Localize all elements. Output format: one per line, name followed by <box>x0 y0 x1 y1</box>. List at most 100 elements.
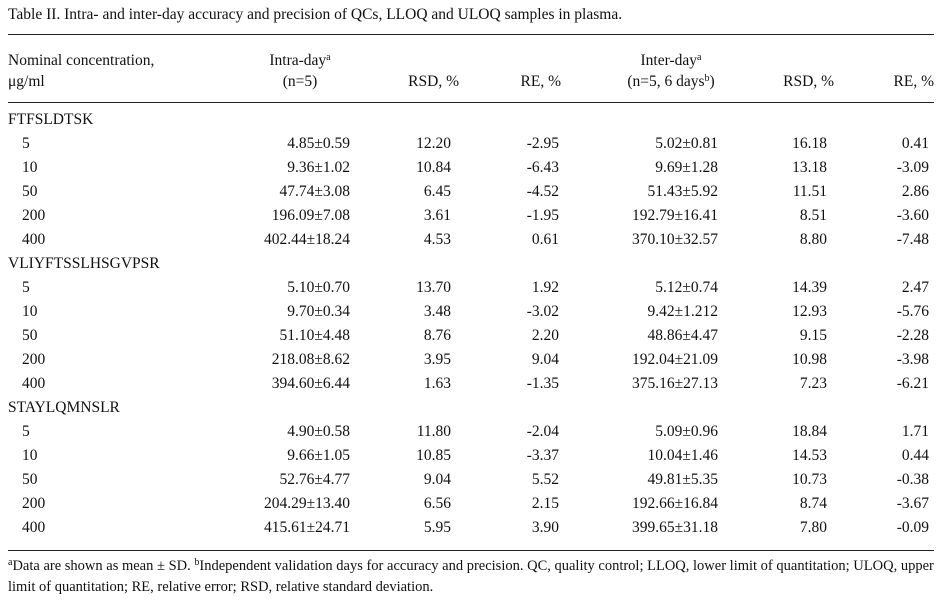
header-intra-line1: Intra-daya <box>269 52 331 69</box>
inter-rsd-cell: 14.53 <box>792 447 827 464</box>
table-row: 400 415.61±24.71 5.95 3.90 399.65±31.18 7.80 -… <box>0 516 940 540</box>
intra-rsd-cell: 13.70 <box>416 279 451 296</box>
nominal-cell: 400 <box>22 375 46 392</box>
inter-re-cell: -0.38 <box>896 471 929 488</box>
inter-re-cell: 2.86 <box>901 183 929 200</box>
intra-mean-cell: 4.85±0.59 <box>287 135 350 152</box>
inter-re-cell: -7.48 <box>896 231 929 248</box>
table-caption: Table II. Intra- and inter-day accuracy … <box>8 6 623 23</box>
inter-mean-cell: 192.04±21.09 <box>631 351 718 368</box>
intra-mean-cell: 394.60±6.44 <box>271 375 350 392</box>
intra-rsd-cell: 3.95 <box>423 351 451 368</box>
nominal-cell: 5 <box>22 279 30 296</box>
inter-re-cell: -3.09 <box>896 159 929 176</box>
intra-re-cell: -1.95 <box>526 207 559 224</box>
intra-mean-cell: 9.66±1.05 <box>287 447 350 464</box>
intra-re-cell: 3.90 <box>531 519 559 536</box>
table-row: 50 51.10±4.48 8.76 2.20 48.86±4.47 9.15 -2.28 <box>0 324 940 348</box>
intra-rsd-cell: 6.45 <box>423 183 451 200</box>
header-rsd-inter: RSD, % <box>783 73 834 90</box>
table-row: 50 47.74±3.08 6.45 -4.52 51.43±5.92 11.51 2.86 <box>0 180 940 204</box>
intra-re-cell: 1.92 <box>531 279 559 296</box>
inter-mean-cell: 5.02±0.81 <box>655 135 718 152</box>
group-row: FTFSLDTSK <box>0 108 940 132</box>
intra-rsd-cell: 12.20 <box>416 135 451 152</box>
intra-re-cell: -6.43 <box>526 159 559 176</box>
intra-mean-cell: 218.08±8.62 <box>271 351 350 368</box>
table-row: 200 196.09±7.08 3.61 -1.95 192.79±16.41 8.51 -… <box>0 204 940 228</box>
intra-mean-cell: 51.10±4.48 <box>279 327 350 344</box>
table-body: FTFSLDTSK 5 4.85±0.59 12.20 -2.95 5.02±0.81 1… <box>0 108 940 540</box>
intra-re-cell: -2.04 <box>526 423 559 440</box>
intra-re-cell: 9.04 <box>531 351 559 368</box>
inter-rsd-cell: 8.80 <box>799 231 827 248</box>
inter-rsd-cell: 13.18 <box>792 159 827 176</box>
header-inter-line1: Inter-daya <box>640 52 702 69</box>
nominal-cell: 400 <box>22 519 46 536</box>
intra-re-cell: 5.52 <box>531 471 559 488</box>
intra-mean-cell: 9.36±1.02 <box>287 159 350 176</box>
group-label: STAYLQMNSLR <box>8 399 120 416</box>
nominal-cell: 10 <box>22 159 38 176</box>
header-intra-day: Intra-daya (n=5) <box>246 50 354 92</box>
header-re-inter: RE, % <box>893 73 934 90</box>
table-row: 5 4.90±0.58 11.80 -2.04 5.09±0.96 18.84 1.71 <box>0 420 940 444</box>
table-row: 200 218.08±8.62 3.95 9.04 192.04±21.09 10.98 -… <box>0 348 940 372</box>
header-intra-line2: (n=5) <box>282 73 318 90</box>
header-nominal-line2: μg/ml <box>8 73 45 90</box>
nominal-cell: 10 <box>22 447 38 464</box>
header-inter-day: Inter-daya (n=5, 6 daysb) <box>610 50 732 92</box>
intra-re-cell: 2.15 <box>531 495 559 512</box>
nominal-cell: 200 <box>22 495 46 512</box>
table-row: 200 204.29±13.40 6.56 2.15 192.66±16.84 8.74 -… <box>0 492 940 516</box>
inter-rsd-cell: 7.23 <box>799 375 827 392</box>
header-nominal: Nominal concentration, μg/ml <box>8 50 154 92</box>
inter-re-cell: 2.47 <box>901 279 929 296</box>
nominal-cell: 50 <box>22 471 38 488</box>
table-row: 10 9.66±1.05 10.85 -3.37 10.04±1.46 14.53 0.44 <box>0 444 940 468</box>
inter-mean-cell: 9.69±1.28 <box>655 159 718 176</box>
inter-mean-cell: 49.81±5.35 <box>647 471 718 488</box>
intra-rsd-cell: 10.84 <box>416 159 451 176</box>
inter-re-cell: -0.09 <box>896 519 929 536</box>
header-rule <box>8 102 934 103</box>
table-row: 50 52.76±4.77 9.04 5.52 49.81±5.35 10.73 -0.38 <box>0 468 940 492</box>
inter-mean-cell: 48.86±4.47 <box>647 327 718 344</box>
inter-mean-cell: 192.79±16.41 <box>631 207 718 224</box>
inter-mean-cell: 5.09±0.96 <box>655 423 718 440</box>
inter-mean-cell: 370.10±32.57 <box>631 231 718 248</box>
nominal-cell: 5 <box>22 423 30 440</box>
intra-re-cell: -3.37 <box>526 447 559 464</box>
inter-re-cell: 0.41 <box>901 135 929 152</box>
footnote-a-mark: a <box>8 557 13 568</box>
group-row: STAYLQMNSLR <box>0 396 940 420</box>
inter-mean-cell: 192.66±16.84 <box>631 495 718 512</box>
intra-mean-cell: 196.09±7.08 <box>271 207 350 224</box>
intra-mean-cell: 5.10±0.70 <box>287 279 350 296</box>
inter-rsd-cell: 12.93 <box>792 303 827 320</box>
table-row: 5 5.10±0.70 13.70 1.92 5.12±0.74 14.39 2.47 <box>0 276 940 300</box>
intra-re-cell: -1.35 <box>526 375 559 392</box>
table-row: 400 402.44±18.24 4.53 0.61 370.10±32.57 8.80 -… <box>0 228 940 252</box>
inter-mean-cell: 51.43±5.92 <box>647 183 718 200</box>
nominal-cell: 50 <box>22 183 38 200</box>
intra-rsd-cell: 6.56 <box>423 495 451 512</box>
group-label: FTFSLDTSK <box>8 111 94 128</box>
table-footnote: aData are shown as mean ± SD. bIndepende… <box>8 556 934 598</box>
inter-re-cell: -6.21 <box>896 375 929 392</box>
footnote-b-text: Independent validation days for accuracy… <box>8 558 934 595</box>
intra-re-cell: 2.20 <box>531 327 559 344</box>
bottom-rule <box>8 550 934 551</box>
intra-mean-cell: 52.76±4.77 <box>279 471 350 488</box>
inter-rsd-cell: 10.73 <box>792 471 827 488</box>
inter-rsd-cell: 14.39 <box>792 279 827 296</box>
inter-rsd-cell: 7.80 <box>799 519 827 536</box>
inter-rsd-cell: 16.18 <box>792 135 827 152</box>
nominal-cell: 200 <box>22 207 46 224</box>
table-row: 10 9.70±0.34 3.48 -3.02 9.42±1.212 12.93 -5.76 <box>0 300 940 324</box>
inter-re-cell: -3.98 <box>896 351 929 368</box>
intra-rsd-cell: 9.04 <box>423 471 451 488</box>
intra-rsd-cell: 4.53 <box>423 231 451 248</box>
intra-rsd-cell: 1.63 <box>423 375 451 392</box>
inter-re-cell: -5.76 <box>896 303 929 320</box>
